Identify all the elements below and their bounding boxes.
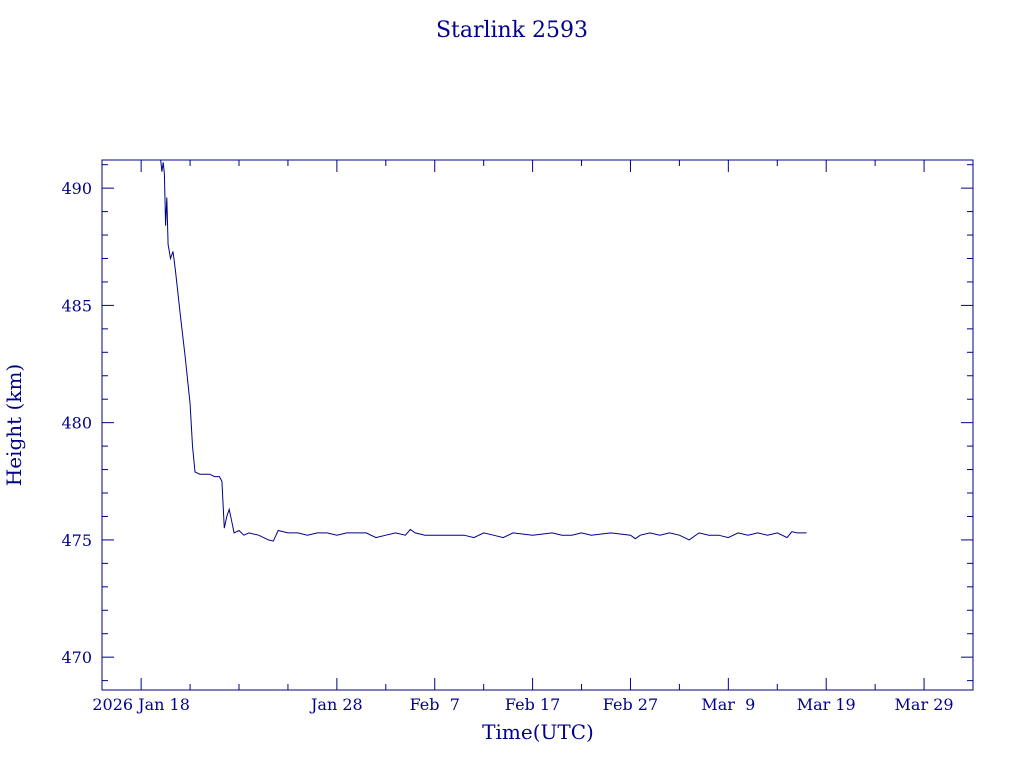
x-tick-label: 2026 Jan 18 xyxy=(92,695,190,714)
height-series-line xyxy=(160,159,807,542)
chart-title: Starlink 2593 xyxy=(436,18,588,43)
y-tick-label: 475 xyxy=(61,531,92,550)
x-tick-label: Jan 28 xyxy=(309,695,363,714)
x-tick-label: Feb 17 xyxy=(505,695,560,714)
y-tick-labels: 470 475 480 485 490 xyxy=(61,179,92,667)
tick-marks xyxy=(102,160,974,690)
plot-frame xyxy=(101,159,974,691)
y-tick-label: 485 xyxy=(61,296,92,315)
x-tick-label: Feb 27 xyxy=(603,695,658,714)
series-layer xyxy=(160,159,807,542)
x-tick-label: Feb 7 xyxy=(410,695,460,714)
y-axis-label: Height (km) xyxy=(2,364,26,486)
y-tick-label: 480 xyxy=(61,414,92,433)
y-tick-label: 490 xyxy=(61,179,92,198)
x-tick-label: Mar 29 xyxy=(895,695,954,714)
x-tick-label: Mar 19 xyxy=(797,695,856,714)
x-tick-label: Mar 9 xyxy=(701,695,755,714)
x-tick-labels: 2026 Jan 18 Jan 28 Feb 7 Feb 17 Feb 27 Mar 9 M… xyxy=(92,695,953,714)
y-tick-label: 470 xyxy=(61,648,92,667)
x-axis-label: Time(UTC) xyxy=(482,720,594,744)
